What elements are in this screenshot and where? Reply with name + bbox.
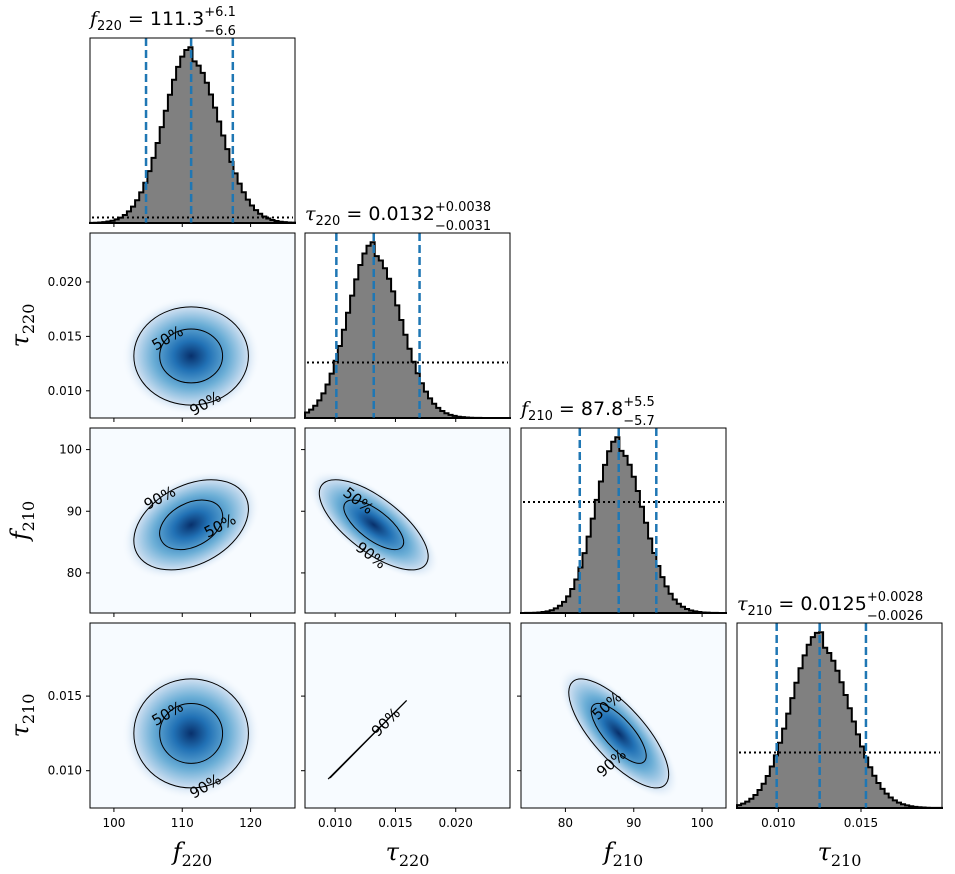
- axes-frame-3-1: 0.010 0.015 0.020: [301, 622, 511, 830]
- contour-90: [568, 678, 670, 789]
- x-tick-label: 120: [239, 816, 262, 830]
- histogram-bars: [520, 436, 727, 614]
- histogram-panel-f210: [520, 428, 727, 614]
- density-fill: [121, 667, 261, 800]
- title-f220: f220 = 111.3+6.1: [88, 5, 236, 34]
- x-axis-label-tau210: τ210: [818, 838, 862, 870]
- density-panel-f210-vs-tau220: 50%90%: [305, 428, 510, 613]
- title-minus-tau220: −0.0031: [435, 219, 491, 234]
- density-panel-tau210-vs-tau220: 90%: [305, 623, 510, 808]
- contour-50: [159, 328, 224, 384]
- histogram-bars: [89, 46, 296, 224]
- contour-50-line: [329, 702, 406, 779]
- x-tick-label: 100: [691, 816, 714, 830]
- contour-90: [318, 479, 429, 571]
- x-tick-label: 110: [171, 816, 194, 830]
- x-axis-label-f210: f210: [602, 838, 643, 870]
- axes-frame-3-0: 100 110 120 0.010 0.015: [48, 622, 296, 830]
- title-tau210: τ210 = 0.0125+0.0028: [737, 590, 923, 619]
- axes-frame-2-2: [520, 427, 727, 617]
- title-minus-f210: −5.7: [623, 414, 655, 429]
- x-axis-label-f220: f220: [171, 838, 212, 870]
- y-tick-label: 0.015: [48, 329, 82, 343]
- density-panel-tau220-vs-f220: 50%90%: [90, 233, 295, 420]
- title-f210: f210 = 87.8+5.5: [519, 395, 655, 424]
- axes-frame-3-2: 80 90 100: [517, 622, 727, 830]
- axes-frame-0-0: [89, 37, 296, 227]
- x-tick-label: 0.010: [761, 816, 795, 830]
- contour-50: [590, 702, 647, 764]
- contour-90: [133, 479, 249, 571]
- y-tick-label: 0.015: [48, 689, 82, 703]
- x-tick-label: 80: [558, 816, 573, 830]
- density-panel-f210-vs-f220: 50%90%: [90, 428, 295, 613]
- axes-frame-2-0: 80 90 100: [59, 427, 296, 617]
- histogram-panel-f220: [89, 38, 296, 224]
- x-axis-label-tau220: τ220: [386, 838, 430, 870]
- histogram-panel-tau210: [736, 623, 943, 809]
- x-tick-label: 0.010: [318, 816, 352, 830]
- axes-frame-1-0: 0.010 0.015 0.020: [48, 232, 296, 422]
- contour-50: [159, 499, 224, 551]
- axes-frame-2-1: [301, 427, 511, 617]
- y-tick-label: 100: [59, 443, 82, 457]
- title-minus-f220: −6.6: [204, 24, 236, 39]
- x-tick-label: 100: [102, 816, 125, 830]
- density-panel-tau210-vs-f220: 50%90%: [90, 623, 295, 808]
- y-tick-label: 0.010: [48, 384, 82, 398]
- x-tick-label: 0.015: [378, 816, 412, 830]
- contour-50: [343, 499, 405, 551]
- y-axis-label-tau220: τ220: [6, 304, 38, 348]
- x-tick-label: 90: [626, 816, 641, 830]
- density-fill: [558, 667, 680, 800]
- axes-frame-3-3: 0.010 0.015: [736, 622, 943, 830]
- title-minus-tau210: −0.0026: [867, 609, 923, 624]
- density-fill: [121, 296, 261, 416]
- y-tick-label: 90: [67, 504, 82, 518]
- x-tick-label: 0.020: [439, 816, 473, 830]
- x-tick-label: 0.015: [844, 816, 878, 830]
- contour-90: [133, 678, 249, 789]
- contour-50: [159, 702, 224, 764]
- axes-frame-1-1: [304, 232, 511, 422]
- density-fill: [307, 470, 440, 580]
- density-panel-tau210-vs-f210: 50%90%: [521, 623, 726, 808]
- y-tick-label: 0.020: [48, 275, 82, 289]
- contour-90: [133, 306, 249, 406]
- y-axis-label-tau210: τ210: [6, 694, 38, 738]
- panel-background: [305, 623, 510, 808]
- histogram-bars: [736, 631, 943, 809]
- y-axis-label-f210: f210: [6, 501, 38, 542]
- density-fill: [121, 470, 261, 580]
- histogram-panel-tau220: [304, 233, 511, 419]
- y-tick-label: 80: [67, 566, 82, 580]
- title-tau220: τ220 = 0.0132+0.0038: [305, 200, 491, 229]
- y-tick-label: 0.010: [48, 764, 82, 778]
